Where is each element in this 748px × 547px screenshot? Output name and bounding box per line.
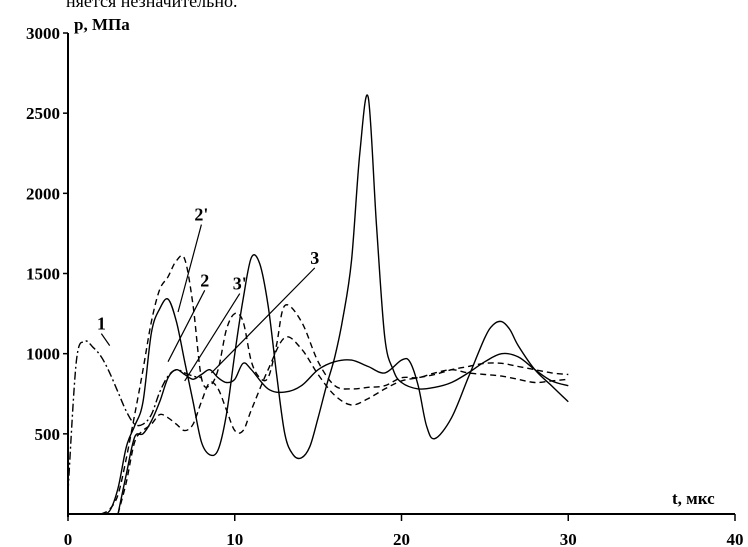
series-line-3	[100, 254, 569, 515]
chart-series	[67, 94, 569, 515]
curve-label: 1	[97, 314, 106, 334]
header-text: няется незначительно.	[66, 0, 238, 11]
y-tick-label: 500	[35, 425, 61, 444]
y-tick-label: 3000	[26, 24, 60, 43]
curve-label: 2'	[194, 205, 208, 225]
x-tick-label: 0	[64, 530, 73, 547]
curve-label-leader	[210, 267, 316, 374]
series-line-2	[101, 94, 569, 515]
y-tick-label: 2000	[26, 184, 60, 203]
curve-label: 3'	[233, 274, 247, 294]
chart-ticks: 0 10 20 30 40 500 1000 1500 2000 2500 3000	[26, 24, 744, 547]
curve-label-leader	[184, 293, 241, 382]
chart-curve-labels: 1 2 2' 3' 3	[97, 205, 319, 382]
y-axis-title: p, МПа	[74, 15, 130, 34]
series-line-4	[117, 320, 569, 515]
curve-label: 2	[200, 270, 209, 290]
series-line-1	[67, 340, 202, 492]
curve-label-leader	[177, 224, 202, 313]
y-tick-label: 1000	[26, 345, 60, 364]
x-tick-label: 40	[727, 530, 744, 547]
curve-label-leader	[167, 290, 206, 362]
curve-label: 3	[310, 248, 319, 268]
x-tick-label: 20	[393, 530, 410, 547]
x-tick-label: 10	[226, 530, 243, 547]
y-tick-label: 2500	[26, 104, 60, 123]
series-line-5	[117, 336, 569, 515]
x-tick-label: 30	[560, 530, 577, 547]
x-axis-title: t, мкс	[672, 489, 715, 508]
curve-label-leader	[100, 333, 111, 346]
chart-axes	[67, 33, 735, 517]
y-tick-label: 1500	[26, 265, 60, 284]
